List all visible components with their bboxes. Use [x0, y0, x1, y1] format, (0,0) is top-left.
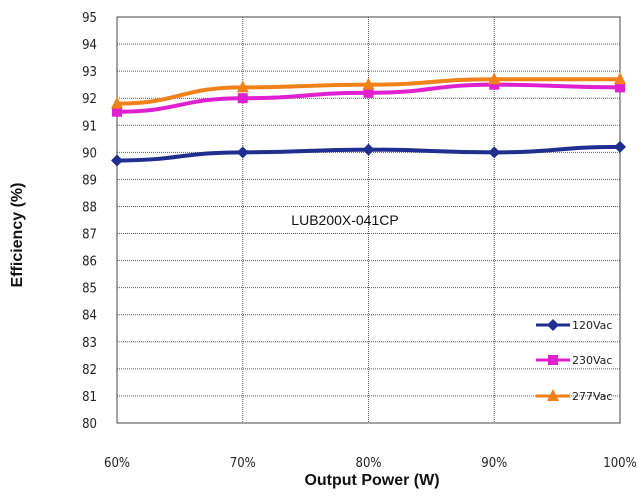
y-tick-label: 95: [82, 11, 97, 26]
data-point: [614, 140, 626, 153]
data-point: [236, 80, 249, 93]
y-tick-label: 88: [82, 200, 97, 215]
y-tick-label: 83: [82, 336, 97, 351]
data-point: [362, 143, 375, 156]
legend-item: 277Vac: [536, 389, 612, 403]
x-axis-title: Output Power (W): [304, 472, 439, 489]
y-tick-label: 92: [82, 92, 97, 107]
x-tick-label: 100%: [603, 456, 636, 471]
legend: 120Vac 230Vac 277Vac: [536, 319, 612, 403]
x-tick-label: 70%: [230, 456, 256, 471]
chart-annotation: LUB200X-041CP: [291, 212, 398, 228]
data-point: [615, 82, 625, 93]
data-point: [363, 87, 374, 98]
data-point: [362, 77, 375, 90]
y-tick-label: 89: [82, 173, 97, 188]
legend-label: 277Vac: [572, 390, 612, 403]
data-point: [614, 72, 626, 85]
data-point: [236, 146, 249, 159]
y-tick-label: 90: [82, 146, 97, 161]
y-tick-labels: 80 81 82 83 84 85 86 87 88 89 90 91 92 93 94 95: [82, 11, 97, 432]
data-point: [111, 154, 123, 167]
x-tick-label: 60%: [104, 456, 130, 471]
grid-lines: [116, 16, 621, 424]
x-tick-label: 80%: [356, 456, 382, 471]
x-tick-labels: 60% 70% 80% 90% 100%: [104, 456, 637, 471]
series-277Vac: [111, 72, 626, 109]
y-tick-label: 87: [82, 228, 97, 243]
legend-item: 120Vac: [536, 319, 612, 332]
y-tick-label: 86: [82, 255, 97, 270]
data-point: [489, 79, 500, 90]
legend-label: 230Vac: [572, 354, 612, 367]
legend-marker: [547, 389, 559, 401]
y-tick-label: 84: [82, 309, 97, 324]
y-axis-title: Efficiency (%): [9, 183, 26, 288]
y-tick-label: 85: [82, 282, 97, 297]
series-lines: [111, 72, 626, 167]
legend-label: 120Vac: [572, 319, 612, 332]
data-point: [488, 146, 501, 159]
series-230Vac: [112, 79, 625, 117]
legend-marker: [547, 319, 559, 331]
data-point: [488, 72, 501, 85]
series-120Vac: [111, 140, 626, 167]
data-point: [112, 106, 122, 117]
y-tick-label: 91: [82, 119, 97, 134]
plot-border: [116, 16, 621, 424]
data-point: [237, 93, 248, 104]
legend-item: 230Vac: [536, 354, 612, 367]
y-tick-label: 93: [82, 65, 97, 80]
y-tick-label: 82: [82, 363, 97, 378]
y-tick-label: 81: [82, 390, 97, 405]
x-tick-label: 90%: [481, 456, 507, 471]
data-point: [111, 96, 123, 109]
y-tick-label: 80: [82, 417, 97, 432]
y-tick-label: 94: [82, 38, 97, 53]
legend-marker: [548, 355, 558, 365]
